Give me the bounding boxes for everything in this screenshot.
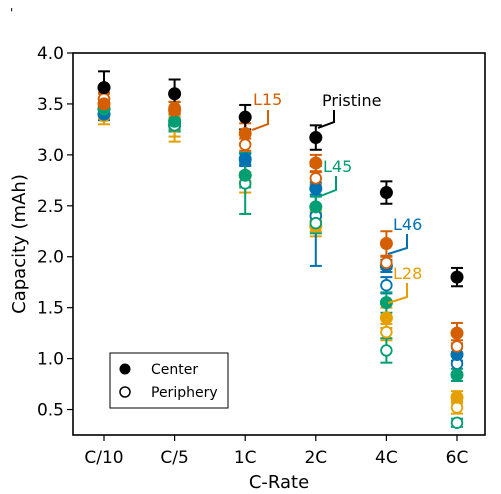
l28-center-point [379,311,393,325]
l15-center-point [168,103,182,117]
legend: Center Periphery [109,352,229,409]
x-tick-label: 4C [375,448,398,468]
x-tick-label: C/5 [160,448,188,468]
l15-periphery-point [450,340,464,353]
l45-leader-line [317,176,337,198]
l45-center-point [168,114,182,128]
l46-center-point [238,152,252,166]
x-tick-label: 2C [304,448,327,468]
y-tick-label: 3.5 [37,95,64,115]
l45-center-point [309,200,323,214]
pristine-center-point [238,110,252,124]
l45-periphery-point [309,216,323,230]
l15-center-point [97,97,111,111]
y-tick-label: 3.0 [37,146,64,166]
l15-center-point [379,236,393,250]
x-axis-title: C-Rate [249,472,309,493]
l15-leader-line [251,110,269,131]
l28-center-point [450,390,464,404]
l46-periphery-point [380,279,393,292]
legend-center-label: Center [151,362,198,378]
l15-center-point [309,156,323,170]
l15-center-point [450,326,464,340]
l45-periphery-point [380,344,393,357]
legend-periphery-label: Periphery [151,385,218,401]
y-tick-label: 2.0 [37,248,64,268]
y-tick-label: 1.0 [37,350,64,370]
pristine-leader-line [317,110,335,129]
y-tick-label: 0.5 [37,401,64,421]
l46-label: L46 [393,215,422,234]
l15-label: L15 [253,90,282,109]
pristine-center-point [168,87,182,101]
axis-ticks: C/10 C/5 1C 2C 4C 6C 0.5 1.0 1.5 2.0 2.5 3.0 3.5 4.0 [37,44,468,468]
legend-center-marker [119,363,131,375]
l45-center-point [238,168,252,182]
legend-periphery-marker [119,386,131,398]
x-tick-label: 1C [234,448,257,468]
data-markers [97,81,464,429]
l15-periphery-point [238,138,252,151]
y-tick-label: 2.5 [37,197,64,217]
x-tick-label: 6C [446,448,469,468]
l28-leader-line [387,283,408,304]
x-tick-label: C/10 [84,448,123,468]
annotation-leaders [251,110,408,304]
l15-periphery-point [309,172,323,185]
l15-center-point [238,126,252,140]
l45-center-point [450,368,464,382]
l45-periphery-point [450,416,464,429]
legend-box [109,352,229,409]
pristine-center-point [97,81,111,95]
y-tick-label: 1.5 [37,299,64,319]
stray-mark: ' [10,6,13,20]
pristine-label: Pristine [322,91,381,110]
pristine-center-point [309,131,323,145]
l46-center-point [309,181,323,195]
l46-leader-line [387,234,408,255]
l28-periphery-point [380,325,393,339]
pristine-center-point [379,186,393,200]
annotation-labels: Pristine L15 L45 L46 L28 [253,90,422,283]
l45-label: L45 [323,157,352,176]
y-axis-title: Capacity (mAh) [9,174,30,314]
pristine-center-point [450,270,464,284]
l45-center-point [379,296,393,310]
y-tick-label: 4.0 [37,44,64,64]
l28-label: L28 [393,264,422,283]
l15-periphery-point [380,256,393,270]
plot-frame [72,52,486,436]
